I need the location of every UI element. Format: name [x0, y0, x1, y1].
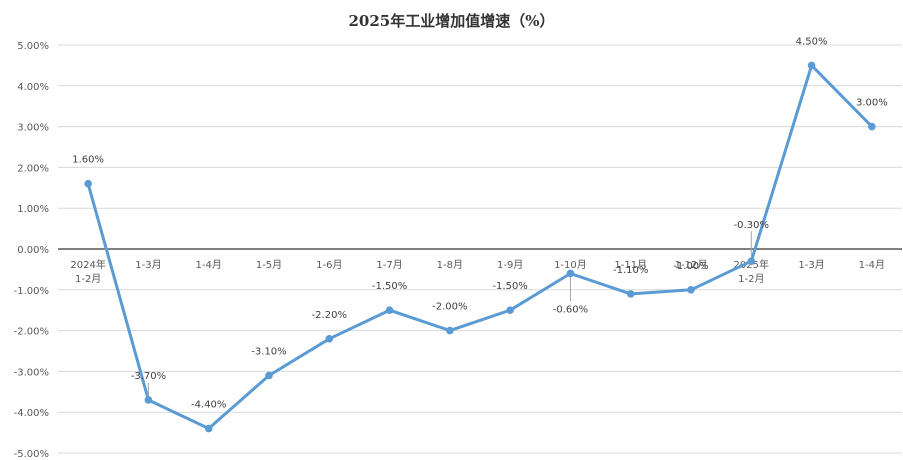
data-label: 4.50%: [796, 36, 828, 47]
data-point: [446, 326, 454, 335]
data-label: 3.00%: [856, 98, 888, 109]
data-point: [868, 122, 876, 131]
data-label: -1.50%: [372, 281, 407, 292]
y-tick-label: 3.00%: [17, 123, 49, 134]
x-tick-label: 1-10月: [554, 259, 587, 271]
data-point: [204, 424, 213, 433]
x-tick-label: 1-9月: [497, 259, 523, 271]
data-point: [747, 257, 756, 266]
x-tick-label: 1-4月: [196, 259, 222, 271]
y-tick-label: 0.00%: [17, 245, 49, 256]
x-tick-label: 1-7月: [376, 259, 402, 271]
x-tick-label: 2024年 1-2月: [70, 258, 105, 285]
y-tick-label: 5.00%: [17, 41, 49, 52]
data-label: 1.60%: [72, 155, 104, 166]
data-point: [144, 396, 153, 404]
data-point: [325, 334, 334, 343]
x-tick-label: 1-3月: [798, 259, 824, 271]
data-label: -0.60%: [553, 304, 588, 315]
data-label: -3.70%: [131, 371, 166, 382]
y-tick-label: 4.00%: [17, 82, 49, 93]
x-tick-label: 1-6月: [316, 259, 342, 271]
data-point: [807, 61, 816, 70]
data-label: -2.00%: [432, 302, 467, 313]
x-tick-label: 1-4月: [859, 259, 885, 271]
data-label: -1.10%: [613, 265, 648, 276]
x-tick-label: 1-11月: [614, 259, 647, 271]
data-point: [626, 290, 635, 298]
y-tick-label: -3.00%: [14, 367, 49, 378]
y-tick-label: -2.00%: [14, 327, 49, 338]
data-point: [385, 306, 394, 315]
data-label: -4.40%: [191, 400, 226, 411]
y-tick-label: 2.00%: [17, 163, 49, 174]
x-tick-label: 1-5月: [256, 259, 282, 271]
data-point: [506, 306, 514, 315]
data-label: -1.50%: [492, 281, 527, 292]
x-tick-label: 1-12月: [675, 259, 708, 271]
data-point: [265, 371, 273, 380]
data-label: -2.20%: [312, 310, 347, 321]
y-tick-label: -4.00%: [14, 408, 49, 419]
x-tick-label: 1-8月: [437, 259, 463, 271]
series-line: [86, 63, 874, 430]
y-tick-label: -5.00%: [14, 449, 49, 460]
x-tick-label: 1-3月: [135, 259, 161, 271]
y-tick-label: -1.00%: [14, 286, 49, 297]
data-label: -1.00%: [673, 261, 708, 272]
data-point: [687, 286, 695, 294]
y-tick-label: 1.00%: [17, 204, 49, 215]
data-point: [566, 269, 575, 278]
data-point: [84, 179, 92, 188]
data-label: -0.30%: [734, 220, 769, 231]
data-label: -3.10%: [251, 346, 286, 357]
chart-title: 2025年工业增加值增速（%）: [348, 12, 555, 30]
